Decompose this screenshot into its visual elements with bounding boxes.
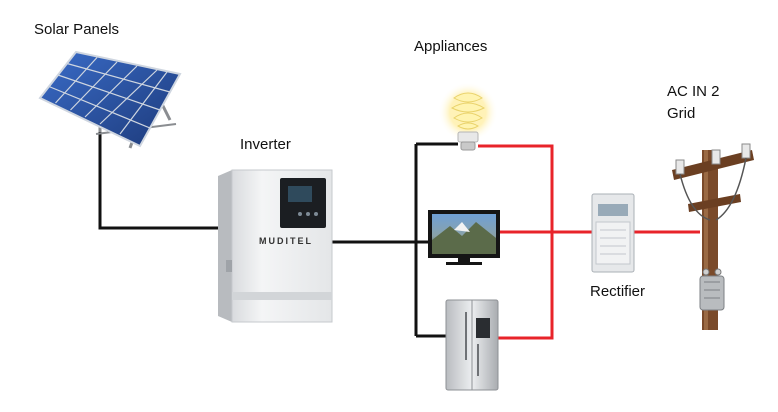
utility-pole-icon [672, 143, 754, 330]
label-solar-panels: Solar Panels [34, 21, 120, 38]
wire-bulb-red [478, 144, 554, 340]
label-inverter: Inverter [240, 136, 291, 153]
solar-panel-icon [38, 50, 182, 149]
label-grid: Grid [667, 105, 696, 122]
label-appliances: Appliances [414, 38, 488, 55]
wire-solar-to-inverter [98, 132, 218, 230]
tv-icon [428, 210, 500, 265]
label-ac-in: AC IN 2 [667, 83, 720, 100]
inverter-brand: MUDITEL [259, 236, 313, 246]
rectifier-icon [591, 193, 635, 273]
inverter-icon [218, 169, 333, 323]
refrigerator-icon [445, 299, 499, 391]
light-bulb-icon [438, 82, 498, 151]
label-rectifier: Rectifier [590, 283, 646, 300]
ac-wiring [478, 144, 700, 340]
dc-wiring [98, 132, 458, 338]
